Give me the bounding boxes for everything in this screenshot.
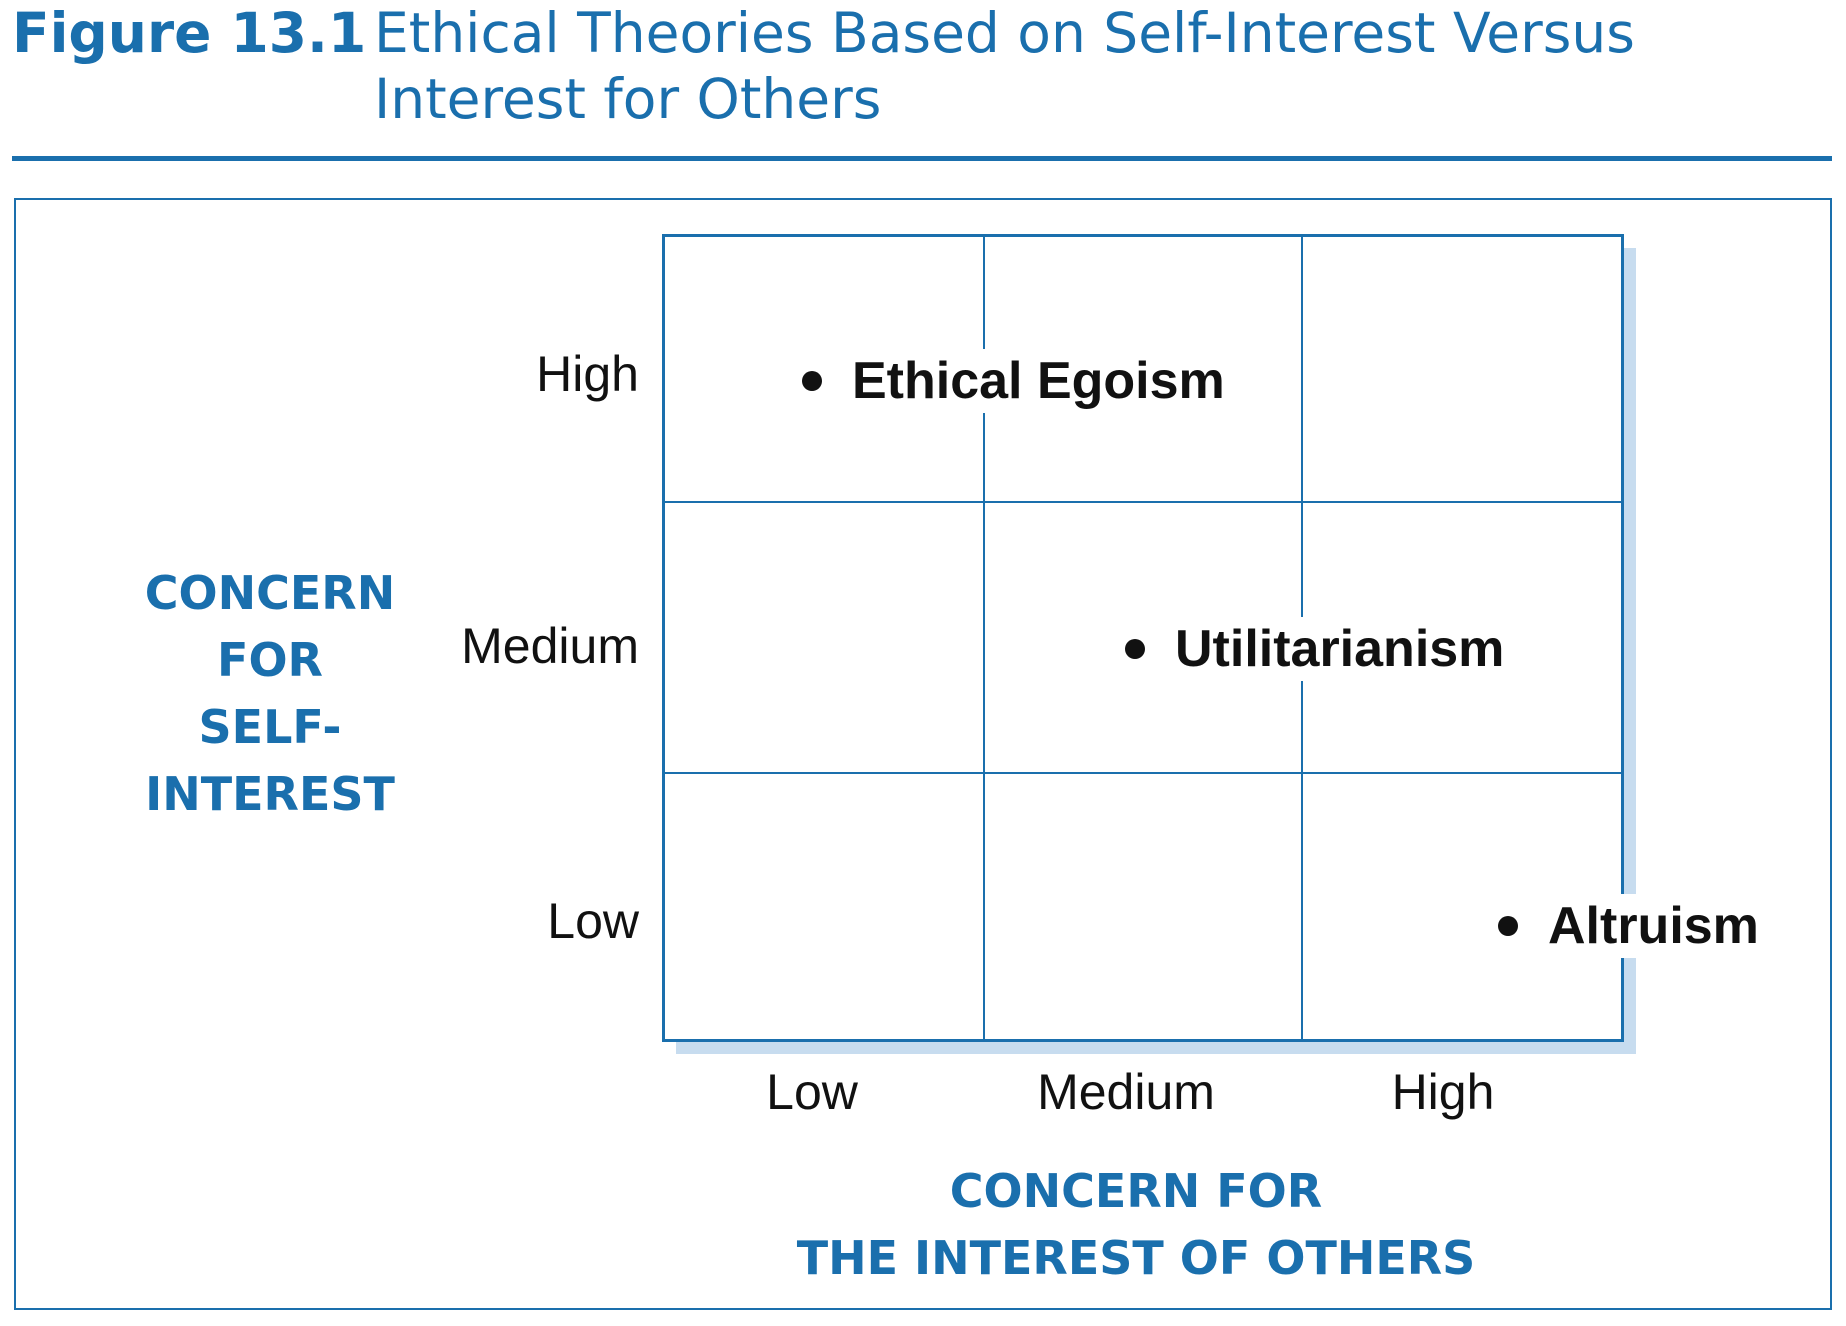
x-tick-medium: Medium xyxy=(1037,1064,1215,1120)
x-axis-title-line: THE INTEREST OF OTHERS xyxy=(796,1231,1476,1285)
theory-ethical-egoism: Ethical Egoism xyxy=(802,349,1231,413)
figure-number: Figure 13.1 xyxy=(12,1,367,65)
theory-utilitarianism: Utilitarianism xyxy=(1125,617,1511,681)
y-tick-low: Low xyxy=(547,893,639,949)
header-rule xyxy=(12,156,1832,161)
y-axis-title-line: FOR xyxy=(217,633,323,687)
theory-dot xyxy=(802,371,822,391)
grid-divider-horizontal xyxy=(665,772,1621,774)
theory-label: Altruism xyxy=(1544,894,1765,958)
y-axis-title-line: CONCERN xyxy=(144,566,396,620)
x-tick-low: Low xyxy=(766,1064,858,1120)
y-tick-high: High xyxy=(536,346,639,402)
grid-divider-horizontal xyxy=(665,501,1621,503)
figure-frame xyxy=(14,198,1832,1310)
y-axis-title: CONCERN FOR SELF-INTEREST xyxy=(90,560,450,828)
y-axis-title-line: SELF-INTEREST xyxy=(145,700,395,821)
theory-label: Ethical Egoism xyxy=(848,349,1231,413)
theory-label: Utilitarianism xyxy=(1171,617,1511,681)
figure-header: Figure 13.1 Ethical Theories Based on Se… xyxy=(12,0,1832,160)
x-axis-title: CONCERN FOR THE INTEREST OF OTHERS xyxy=(776,1158,1496,1292)
x-tick-high: High xyxy=(1391,1064,1495,1120)
figure-title: Ethical Theories Based on Self-Interest … xyxy=(374,1,1635,131)
theory-dot xyxy=(1498,916,1518,936)
theory-altruism: Altruism xyxy=(1498,894,1765,958)
x-axis-title-line: CONCERN FOR xyxy=(949,1164,1323,1218)
grid-divider-vertical xyxy=(983,237,985,1039)
theory-dot xyxy=(1125,639,1145,659)
y-tick-medium: Medium xyxy=(461,618,639,674)
